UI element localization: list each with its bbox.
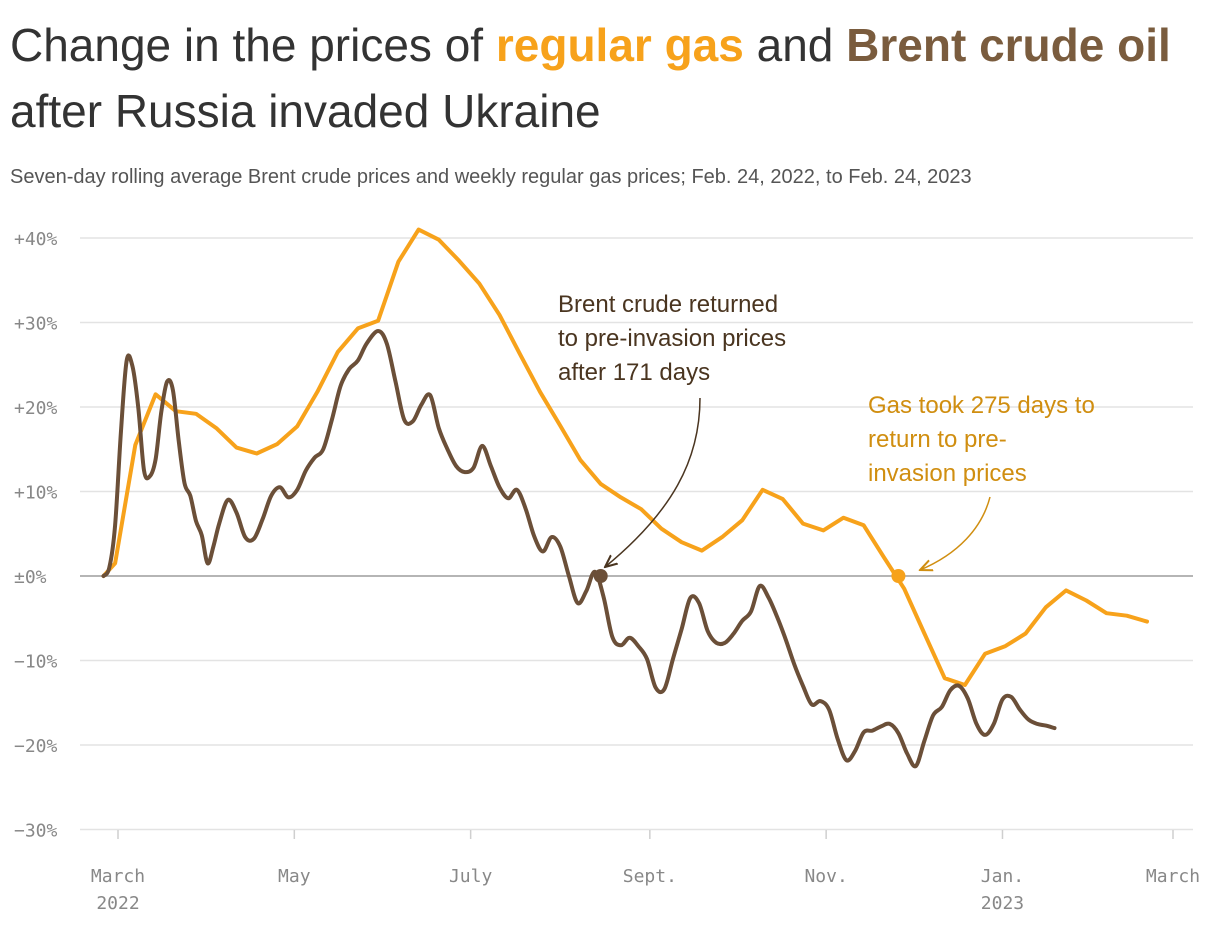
gas-annotation-text: invasion prices [868, 460, 1027, 487]
x-tick-label: March [91, 866, 145, 887]
title-text-2: and [743, 19, 847, 71]
y-tick-label: −30% [14, 821, 58, 842]
annotations: Brent crude returned to pre-invasion pric… [558, 291, 1095, 583]
y-tick-label: −10% [14, 652, 58, 673]
gas-annotation-text: Gas took 275 days to [868, 392, 1095, 419]
x-tick-sublabel: 2022 [96, 893, 139, 914]
gas-price-line [101, 227, 1149, 687]
x-tick-label: March [1146, 866, 1200, 887]
title-gas-highlight: regular gas [495, 19, 744, 71]
title-brent-highlight: Brent crude oil [846, 19, 1171, 71]
brent-annotation-text: Brent crude returned [558, 291, 778, 318]
gas-return-marker [891, 569, 906, 583]
y-axis: +40% +30% +20% +10% ±0% −10% −20% −30% [14, 229, 58, 842]
gas-annotation-arrow [920, 496, 991, 570]
y-tick-label: ±0% [14, 567, 47, 588]
chart-subtitle: Seven-day rolling average Brent crude pr… [10, 166, 972, 188]
y-tick-label: +40% [14, 229, 58, 250]
gridlines [80, 237, 1193, 831]
y-tick-label: −20% [14, 736, 58, 757]
y-tick-label: +20% [14, 398, 58, 419]
series-lines [101, 227, 1149, 769]
x-tick-label: July [449, 866, 493, 887]
x-tick-sublabel: 2023 [981, 893, 1024, 914]
x-tick-label: May [278, 866, 311, 887]
x-axis: March 2022 May July Sept. Nov. Jan. 2023 March [91, 830, 1200, 914]
x-tick-label: Sept. [623, 866, 677, 887]
chart-title: Change in the prices of regular gas and … [10, 12, 1210, 144]
y-tick-label: +10% [14, 483, 58, 504]
brent-return-marker [593, 569, 608, 583]
y-tick-label: +30% [14, 314, 58, 335]
title-text-3: after Russia invaded Ukraine [10, 85, 601, 137]
brent-annotation-arrow [605, 397, 701, 567]
x-tick-label: Jan. [981, 866, 1024, 887]
brent-annotation-text: to pre-invasion prices [558, 325, 786, 352]
brent-price-line [101, 329, 1057, 769]
title-text-1: Change in the prices of [10, 19, 496, 71]
gas-annotation-text: return to pre- [868, 426, 1007, 453]
brent-annotation-text: after 171 days [558, 359, 710, 386]
x-tick-label: Nov. [804, 866, 847, 887]
